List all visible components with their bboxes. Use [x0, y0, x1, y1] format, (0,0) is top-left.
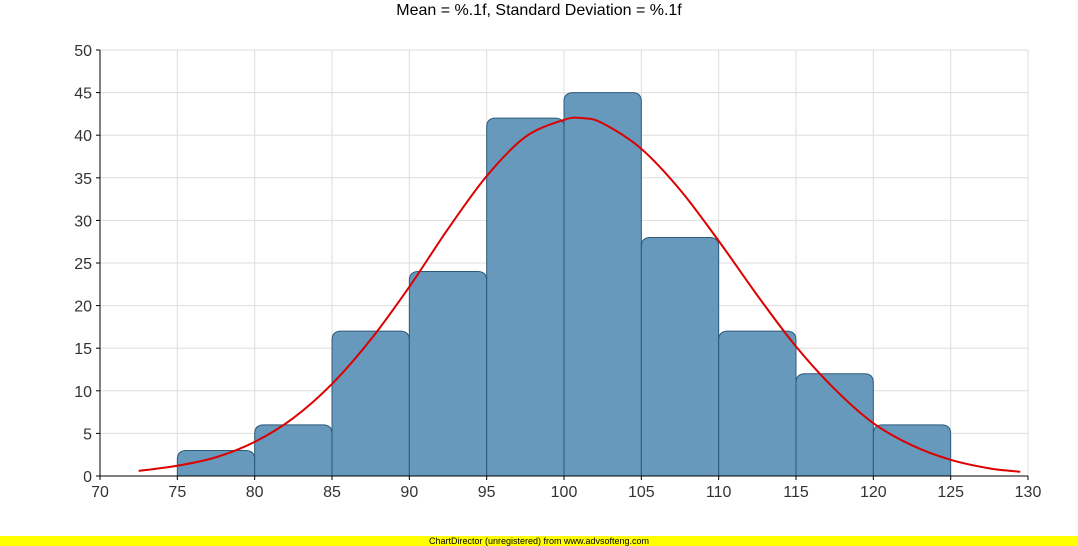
- tick-labels: 70 75 80 85 90 95 100 105 110 115 120 125 130 0 5 10 15 2…: [74, 43, 1041, 501]
- x-tick-label: 70: [91, 484, 109, 501]
- x-tick-label: 110: [706, 484, 732, 501]
- normal-curve-line: [138, 116, 1021, 473]
- histogram-bar: [795, 373, 874, 477]
- y-tick-label: 20: [74, 299, 92, 316]
- histogram-bar: [331, 330, 410, 477]
- y-tick-label: 5: [83, 426, 92, 443]
- x-tick-label: 105: [628, 484, 655, 501]
- histogram-bar: [563, 92, 642, 477]
- y-tick-label: 50: [74, 43, 92, 60]
- x-tick-label: 90: [400, 484, 418, 501]
- y-tick-label: 40: [74, 128, 92, 145]
- histogram-bar: [718, 330, 797, 477]
- footer-bar: ChartDirector (unregistered) from www.ad…: [0, 536, 1078, 546]
- axes: [96, 49, 1029, 480]
- x-tick-label: 85: [323, 484, 341, 501]
- normal-curve: [138, 116, 1021, 473]
- y-tick-label: 30: [74, 213, 92, 230]
- y-tick-label: 0: [83, 469, 92, 486]
- x-tick-label: 80: [246, 484, 264, 501]
- x-tick-label: 125: [937, 484, 964, 501]
- histogram-bar: [872, 424, 952, 477]
- x-tick-label: 130: [1015, 484, 1042, 501]
- y-tick-label: 25: [74, 256, 92, 273]
- x-tick-label: 120: [860, 484, 887, 501]
- x-tick-label: 115: [783, 484, 809, 501]
- x-tick-label: 100: [551, 484, 578, 501]
- x-tick-label: 95: [478, 484, 496, 501]
- histogram-bar: [640, 236, 720, 477]
- y-tick-label: 35: [74, 171, 92, 188]
- histogram-bar: [254, 424, 333, 477]
- x-tick-label: 75: [168, 484, 186, 501]
- y-tick-label: 45: [74, 86, 92, 103]
- histogram-bars: [176, 92, 952, 477]
- footer-text: ChartDirector (unregistered) from www.ad…: [428, 536, 650, 546]
- chart-title: Mean = %.1f, Standard Deviation = %.1f: [396, 2, 682, 19]
- y-tick-label: 15: [74, 341, 92, 358]
- histogram-bar: [486, 117, 565, 477]
- y-tick-label: 10: [74, 384, 92, 401]
- histogram-bar: [408, 271, 488, 477]
